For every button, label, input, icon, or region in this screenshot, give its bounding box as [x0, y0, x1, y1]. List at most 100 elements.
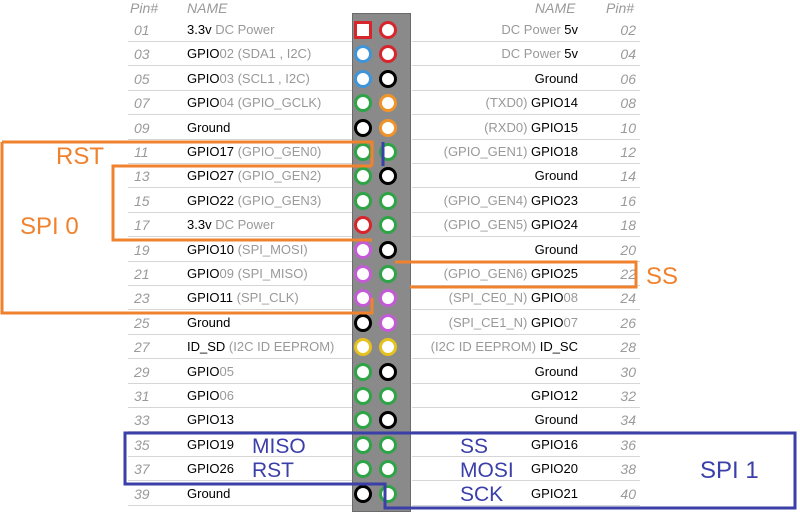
- pin-row: 15 GPIO22 (GPIO_GEN3) (GPIO_GEN4) GPIO23 16: [0, 189, 800, 213]
- pin-right-connector: [379, 460, 397, 478]
- pin-number-right: 02: [620, 22, 636, 38]
- pin-name-right-main: GPIO14: [531, 95, 578, 110]
- pin-name-right: (GPIO_GEN1) GPIO18: [412, 140, 578, 164]
- pin-name-left-main: GPIO11: [187, 290, 234, 305]
- pin-name-left: Ground: [187, 482, 352, 506]
- pin-right-connector: [379, 485, 397, 503]
- row-divider: [412, 334, 640, 335]
- pin-name-right-main: Ground: [534, 71, 578, 86]
- pin-name-left-detail: 04 (GPIO_GCLK): [219, 95, 322, 110]
- pin-right-connector: [379, 411, 397, 429]
- pin-name-left-detail: (GPIO_GEN0): [233, 144, 322, 159]
- row-divider: [412, 212, 640, 213]
- row-divider: [128, 334, 352, 335]
- pin-name-right-suffix: 08: [563, 290, 578, 305]
- pin-name-right-main: Ground: [534, 168, 578, 183]
- pin-name-right: (GPIO_GEN4) GPIO23: [412, 189, 578, 213]
- pin-name-right-main: GPIO: [531, 290, 564, 305]
- pin-name-right-detail: (GPIO_GEN4): [443, 193, 532, 208]
- pin-number-left: 33: [134, 412, 150, 428]
- row-divider: [128, 139, 352, 140]
- pin-name-left-main: 3.3v: [187, 22, 212, 37]
- pin-number-right: 10: [620, 120, 636, 136]
- pin-name-left-detail: 02 (SDA1 , I2C): [219, 46, 312, 61]
- pin-left-connector: [354, 436, 372, 454]
- pin-left-connector: [354, 241, 372, 259]
- pin-name-right-detail: (TXD0): [485, 95, 532, 110]
- row-divider: [412, 187, 640, 188]
- pin-name-right: (RXD0) GPIO15: [412, 116, 578, 140]
- pin-name-left-main: GPIO17: [187, 144, 234, 159]
- row-divider: [412, 90, 640, 91]
- pin-right-connector: [379, 143, 397, 161]
- pin-number-right: 26: [620, 315, 636, 331]
- pin-left-connector: [354, 119, 372, 137]
- pin-name-left: GPIO17 (GPIO_GEN0): [187, 140, 352, 164]
- pin-name-right-detail: (RXD0): [484, 120, 532, 135]
- pin-name-right-main: GPIO23: [531, 193, 578, 208]
- pin-left-connector: [354, 216, 372, 234]
- pin-number-left: 21: [134, 266, 150, 282]
- pin-name-left: GPIO06: [187, 384, 352, 408]
- pin-name-left-main: GPIO13: [187, 412, 234, 427]
- pin-name-left-main: GPIO26: [187, 461, 234, 476]
- pin-name-right: GPIO16: [412, 433, 578, 457]
- label-spi1: SPI 1: [700, 457, 759, 484]
- row-divider: [412, 41, 640, 42]
- pin-name-right-main: GPIO24: [531, 217, 578, 232]
- pin-name-right: (I2C ID EEPROM) ID_SC: [412, 335, 578, 359]
- pin-name-right-detail: DC Power: [501, 46, 565, 61]
- pin-name-left: 3.3v DC Power: [187, 18, 352, 42]
- pin-name-left-detail: (SPI_MOSI): [233, 242, 308, 257]
- pin-number-right: 08: [620, 95, 636, 111]
- pin-right-connector: [379, 338, 397, 356]
- pin-number-left: 17: [134, 217, 150, 233]
- pin-name-right: Ground: [412, 67, 578, 91]
- pin-name-right: DC Power 5v: [412, 42, 578, 66]
- pin-right-connector: [379, 216, 397, 234]
- pin-left-connector: [354, 411, 372, 429]
- pin-name-right-detail: (GPIO_GEN5): [443, 217, 532, 232]
- pin-name-right-main: GPIO20: [531, 461, 578, 476]
- header-name-left: NAME: [187, 0, 228, 16]
- pin-right-connector: [379, 94, 397, 112]
- pin-name-left-main: ID_SD: [187, 339, 226, 354]
- pin-name-right: Ground: [412, 360, 578, 384]
- pin-name-left-detail: (GPIO_GEN3): [233, 193, 322, 208]
- pin-left-connector: [354, 314, 372, 332]
- pin-name-right-main: GPIO25: [531, 266, 578, 281]
- pin-name-left-main: GPIO: [187, 46, 220, 61]
- pin-number-right: 14: [620, 168, 636, 184]
- pin-name-left-main: 3.3v: [187, 217, 212, 232]
- pin-number-left: 35: [134, 437, 150, 453]
- pin-name-right-detail: DC Power: [501, 22, 565, 37]
- pin-number-right: 12: [620, 144, 636, 160]
- pin-right-connector: [379, 241, 397, 259]
- pin-name-left: GPIO09 (SPI_MISO): [187, 262, 352, 286]
- pin-name-right-detail: (GPIO_GEN1): [443, 144, 532, 159]
- pin-left-connector: [354, 265, 372, 283]
- pin-left-connector: [354, 70, 372, 88]
- pin-right-connector: [379, 387, 397, 405]
- pin-left-connector: [354, 460, 372, 478]
- pin-number-right: 22: [620, 266, 636, 282]
- pin-row: 25 Ground (SPI_CE1_N) GPIO07 26: [0, 311, 800, 335]
- pin-number-left: 31: [134, 388, 150, 404]
- pin-name-left-detail: 05: [219, 364, 234, 379]
- pin-name-left-detail: (I2C ID EEPROM): [225, 339, 335, 354]
- pin-name-right-main: 5v: [564, 22, 578, 37]
- pin-number-right: 36: [620, 437, 636, 453]
- pin-right-connector: [379, 363, 397, 381]
- row-divider: [412, 383, 640, 384]
- pin-left-connector: [354, 387, 372, 405]
- row-divider: [128, 114, 352, 115]
- pin-number-right: 06: [620, 71, 636, 87]
- pin-number-right: 38: [620, 461, 636, 477]
- pin-number-right: 04: [620, 46, 636, 62]
- pin-number-left: 13: [134, 168, 150, 184]
- pin-name-left: GPIO11 (SPI_CLK): [187, 286, 352, 310]
- pin-name-left: GPIO05: [187, 360, 352, 384]
- pin-number-left: 01: [134, 22, 150, 38]
- row-divider: [412, 236, 640, 237]
- pin-left-connector: [354, 192, 372, 210]
